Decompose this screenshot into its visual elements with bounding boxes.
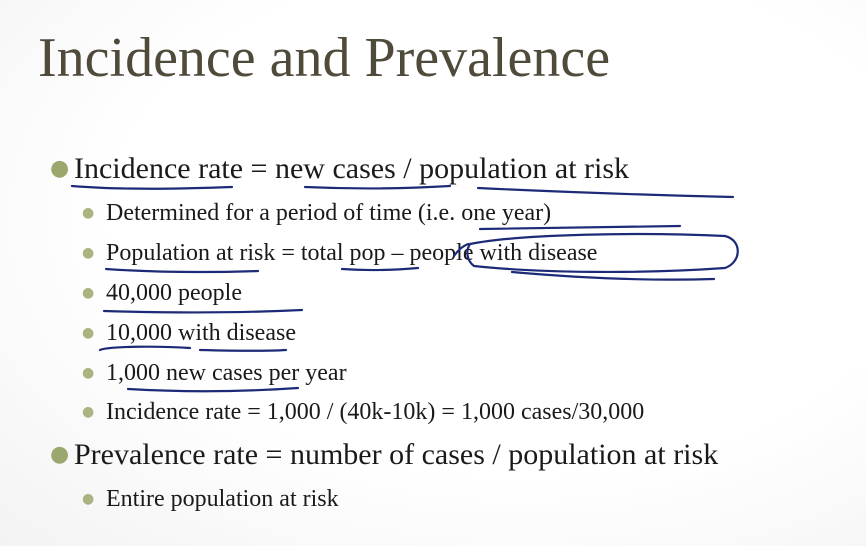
bullet-text: Population at risk = total pop – people … bbox=[106, 240, 598, 266]
bullet-incidence-rate: ● Incidence rate = new cases / population… bbox=[50, 154, 629, 184]
subbullet-10000: ● 10,000 with disease bbox=[82, 321, 296, 345]
bullet-dot-icon: ● bbox=[82, 365, 95, 381]
underline-new-cases bbox=[303, 184, 452, 190]
underline-period bbox=[478, 224, 682, 231]
subbullet-40000: ● 40,000 people bbox=[82, 281, 242, 305]
underline-population bbox=[104, 267, 260, 274]
bullet-text: Incidence rate = new cases / population … bbox=[74, 152, 630, 185]
subbullet-new-cases: ● 1,000 new cases per year bbox=[82, 361, 347, 385]
bullet-dot-icon: ● bbox=[82, 325, 95, 341]
bullet-dot-icon: ● bbox=[50, 156, 70, 181]
subbullet-entire-population: ● Entire population at risk bbox=[82, 487, 339, 511]
bullet-dot-icon: ● bbox=[82, 491, 95, 507]
bullet-prevalence-rate: ● Prevalence rate = number of cases / pop… bbox=[50, 440, 718, 470]
bullet-text: Incidence rate = 1,000 / (40k-10k) = 1,0… bbox=[106, 399, 645, 425]
bullet-dot-icon: ● bbox=[82, 404, 95, 420]
bullet-text: 1,000 new cases per year bbox=[106, 360, 347, 386]
bullet-text: 10,000 with disease bbox=[106, 320, 296, 346]
underline-40000 bbox=[102, 308, 304, 314]
bullet-dot-icon: ● bbox=[82, 205, 95, 221]
bullet-text: Prevalence rate = number of cases / popu… bbox=[74, 438, 719, 471]
subbullet-population-at-risk: ● Population at risk = total pop – people… bbox=[82, 241, 597, 265]
bullet-text: Entire population at risk bbox=[106, 486, 339, 512]
underline-incidence-rate bbox=[70, 184, 234, 190]
underline-with-disease bbox=[198, 348, 288, 352]
bullet-dot-icon: ● bbox=[82, 285, 95, 301]
underline-10000 bbox=[98, 345, 192, 352]
bullet-dot-icon: ● bbox=[82, 245, 95, 261]
underline-people-with-disease bbox=[510, 270, 716, 281]
slide-title: Incidence and Prevalence bbox=[38, 27, 611, 89]
underline-new-cases-per-year bbox=[126, 386, 300, 393]
subbullet-incidence-calc: ● Incidence rate = 1,000 / (40k-10k) = 1,… bbox=[82, 400, 644, 424]
underline-population-at-risk bbox=[476, 186, 735, 199]
bullet-text: 40,000 people bbox=[106, 280, 242, 306]
underline-total-pop bbox=[340, 266, 420, 272]
bullet-dot-icon: ● bbox=[50, 442, 70, 467]
bullet-text: Determined for a period of time (i.e. on… bbox=[106, 200, 552, 226]
subbullet-period: ● Determined for a period of time (i.e. o… bbox=[82, 201, 551, 225]
